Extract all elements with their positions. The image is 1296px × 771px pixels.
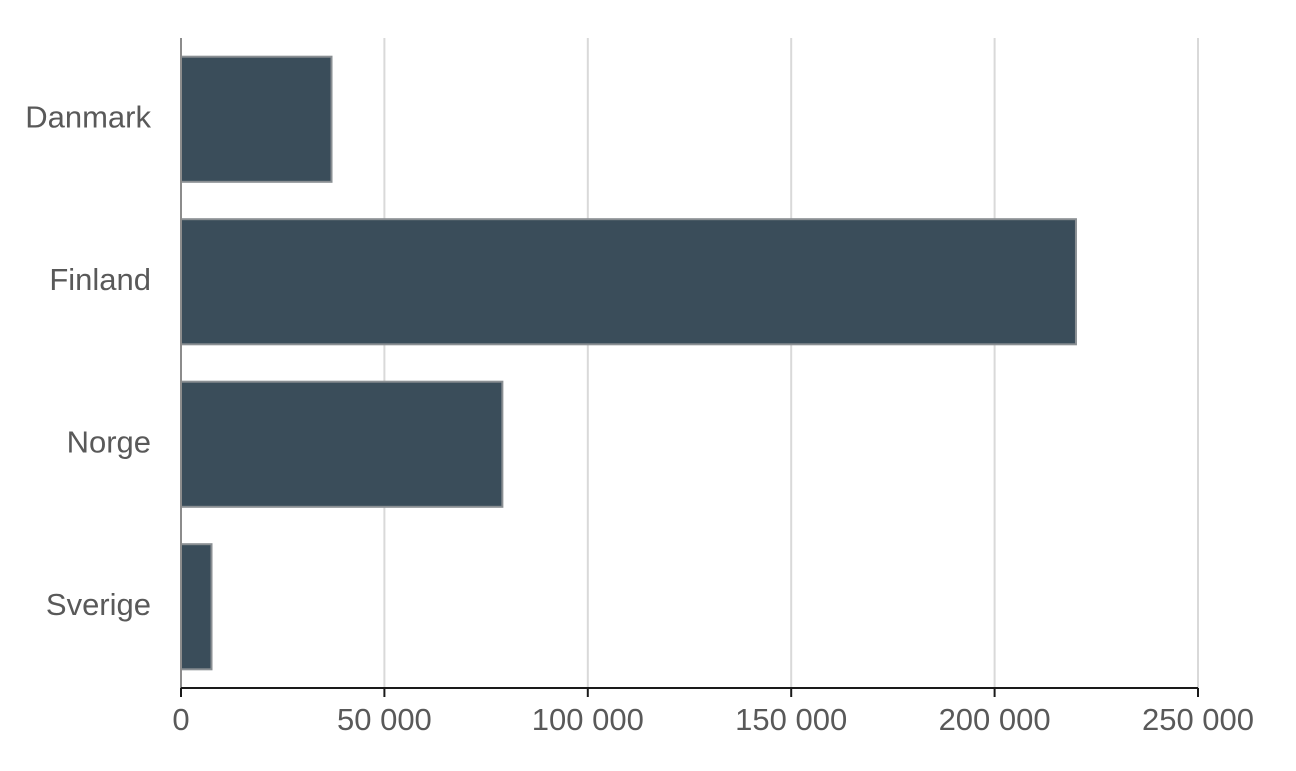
gridlines: [383, 38, 1199, 688]
x-tick-label-0: 0: [172, 702, 189, 737]
bar-danmark: [180, 55, 333, 183]
category-label-sverige: Sverige: [46, 587, 151, 622]
bar-finland: [180, 218, 1077, 346]
x-tick-label-5: 250 000: [1142, 702, 1254, 737]
x-tick-label-4: 200 000: [939, 702, 1051, 737]
bar-sverige: [180, 543, 213, 671]
category-label-finland: Finland: [49, 262, 151, 297]
x-tick-label-1: 50 000: [337, 702, 432, 737]
category-label-norge: Norge: [67, 424, 151, 459]
x-tick-label-3: 150 000: [735, 702, 847, 737]
labels: Danmark Finland Norge Sverige 0 50 000 100 000…: [25, 99, 1254, 737]
bar-norge: [180, 380, 504, 508]
x-tick-label-2: 100 000: [532, 702, 644, 737]
bars: [180, 55, 1077, 671]
category-label-danmark: Danmark: [25, 99, 151, 134]
axes: [180, 38, 1199, 697]
